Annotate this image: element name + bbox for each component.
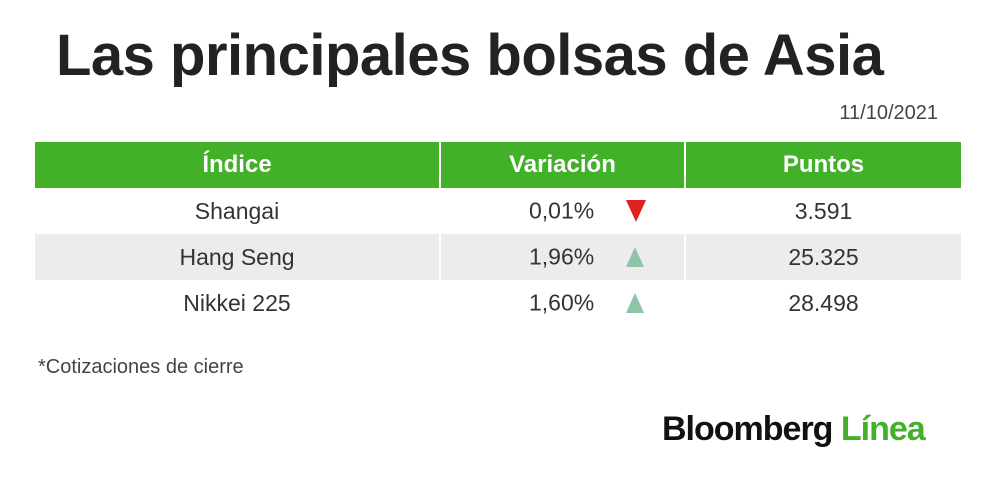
- header-index: Índice: [35, 142, 441, 188]
- indices-table: Índice Variación Puntos Shangai 0,01% 3.…: [35, 142, 961, 326]
- variation-cell: 1,96%: [440, 234, 686, 280]
- date-label: 11/10/2021: [839, 102, 938, 124]
- table-row: Hang Seng 1,96% 25.325: [35, 234, 961, 280]
- logo-brand: Bloomberg: [662, 410, 833, 448]
- points-value: 25.325: [685, 234, 961, 280]
- points-value: 28.498: [788, 289, 859, 316]
- table-header-row: Índice Variación Puntos: [35, 142, 961, 188]
- page-title: Las principales bolsas de Asia: [56, 23, 884, 88]
- points-value: 3.591: [794, 197, 853, 224]
- variation-cell: 1,60%: [440, 280, 686, 326]
- table-row: Shangai 0,01% 3.591: [35, 188, 961, 234]
- variation-cell: 0,01%: [440, 188, 686, 234]
- variation-value: 1,96%: [529, 243, 595, 270]
- variation-value: 0,01%: [529, 197, 595, 224]
- index-name: Shangai: [35, 188, 441, 234]
- bloomberg-linea-logo: Bloomberg Línea: [662, 410, 926, 449]
- arrow-up-icon: [626, 293, 644, 313]
- index-name: Nikkei 225: [35, 280, 441, 326]
- footnote: *Cotizaciones de cierre: [38, 356, 244, 378]
- arrow-down-icon: [626, 200, 646, 222]
- variation-value: 1,60%: [529, 289, 595, 316]
- header-variation: Variación: [440, 142, 686, 188]
- logo-sub: Línea: [840, 410, 926, 448]
- arrow-up-icon: [626, 247, 644, 267]
- header-points: Puntos: [685, 142, 961, 188]
- index-name: Hang Seng: [35, 234, 441, 280]
- table-row: Nikkei 225 1,60% 28.498: [35, 280, 961, 326]
